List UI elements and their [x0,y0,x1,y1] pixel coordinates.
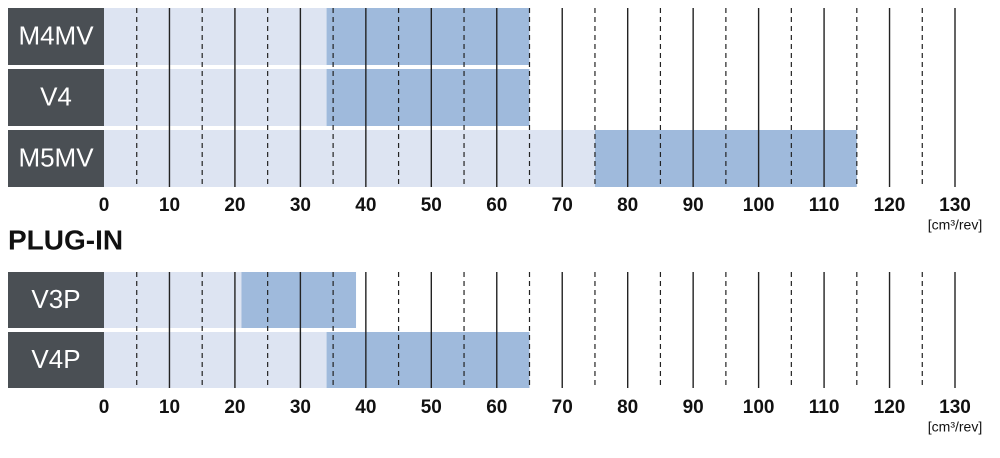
category-label: V4P [31,344,80,374]
base-bar [104,8,327,65]
x-tick-label: 120 [874,195,906,216]
x-tick-label: 110 [809,195,840,216]
range-bar [326,332,530,388]
x-tick-label: 20 [224,397,245,418]
x-tick-label: 110 [809,397,840,418]
x-tick-label: 30 [290,397,311,418]
x-tick-label: 80 [617,195,638,216]
x-tick-label: 60 [486,195,507,216]
base-bar [104,332,327,388]
x-tick-label: 40 [355,195,376,216]
category-label: V4 [40,81,72,111]
category-box [8,8,104,65]
base-bar [104,130,595,187]
x-axis-unit: [cm³/rev] [928,217,982,233]
x-tick-label: 120 [874,397,906,418]
range-bar [326,8,530,65]
x-tick-label: 70 [552,195,573,216]
category-box [8,69,104,126]
x-tick-label: 20 [224,195,245,216]
base-bar [104,272,242,328]
range-bar [241,272,357,328]
category-box [8,130,104,187]
x-tick-label: 40 [355,397,376,418]
section-title: PLUG-IN [8,224,123,255]
x-tick-label: 10 [159,397,180,418]
x-tick-label: 0 [99,397,110,418]
x-tick-label: 90 [683,397,704,418]
x-tick-label: 50 [421,397,442,418]
x-tick-label: 60 [486,397,507,418]
x-tick-label: 90 [683,195,704,216]
x-tick-label: 70 [552,397,573,418]
category-label: M5MV [18,142,94,172]
x-tick-label: 0 [99,195,110,216]
x-tick-label: 130 [939,397,971,418]
range-bar [594,130,857,187]
base-bar [104,69,327,126]
category-box [8,272,104,328]
x-tick-label: 10 [159,195,180,216]
x-tick-label: 100 [743,397,775,418]
x-axis-unit: [cm³/rev] [928,419,982,435]
x-tick-label: 100 [743,195,775,216]
x-tick-label: 30 [290,195,311,216]
category-box [8,332,104,388]
x-tick-label: 50 [421,195,442,216]
category-label: M4MV [18,20,94,50]
category-label: V3P [31,284,80,314]
range-bar [326,69,530,126]
x-tick-label: 80 [617,397,638,418]
x-tick-label: 130 [939,195,971,216]
